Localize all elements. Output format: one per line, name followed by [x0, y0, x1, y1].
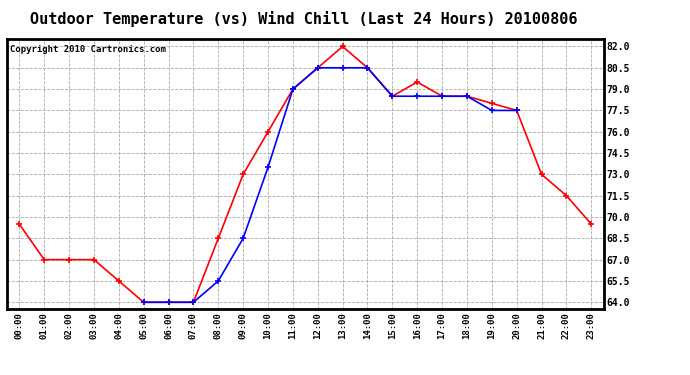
Text: Copyright 2010 Cartronics.com: Copyright 2010 Cartronics.com — [10, 45, 166, 54]
Text: Outdoor Temperature (vs) Wind Chill (Last 24 Hours) 20100806: Outdoor Temperature (vs) Wind Chill (Las… — [30, 11, 578, 27]
